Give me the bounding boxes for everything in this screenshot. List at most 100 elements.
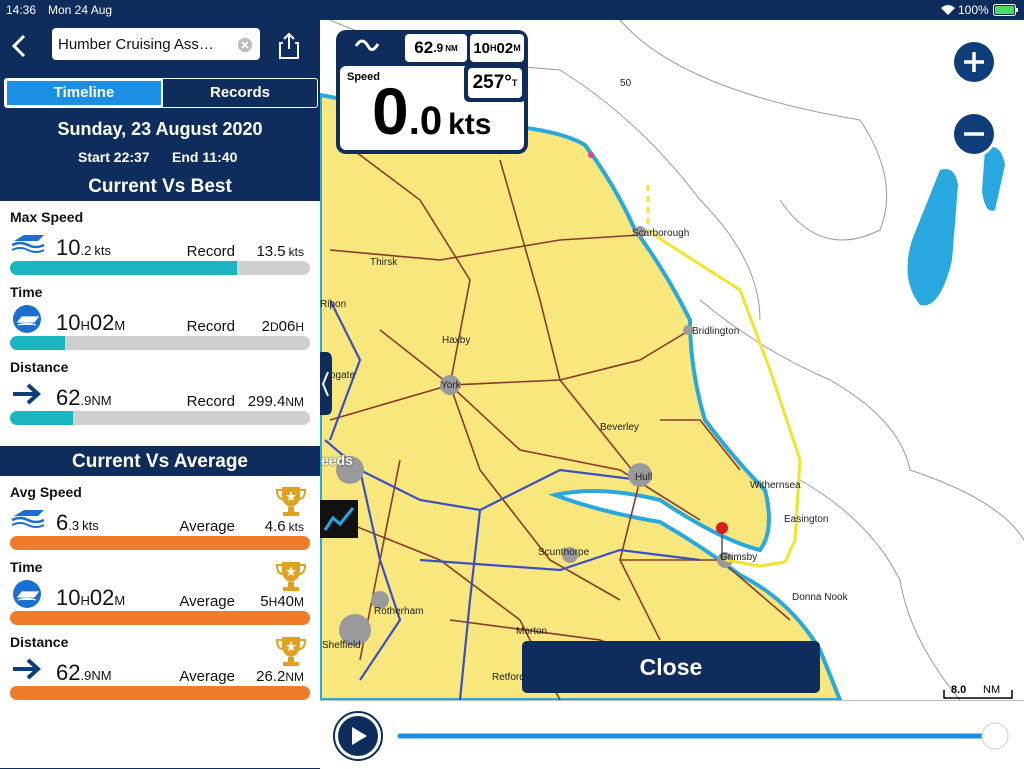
map-label: Donna Nook — [792, 592, 848, 603]
value-part: 02 — [89, 310, 115, 335]
map-label: Beverley — [600, 422, 639, 433]
compare-part: 40 — [277, 593, 294, 610]
metric-label: Max Speed — [10, 209, 84, 225]
search-field[interactable]: Humber Cruising Ass… — [52, 28, 260, 60]
duration-display: 10 H 02 M — [470, 34, 524, 62]
trophy-icon — [274, 635, 308, 667]
compare-part: 2 — [261, 318, 270, 335]
tab-records[interactable]: Records — [209, 84, 271, 101]
map-label: Rotherham — [374, 606, 424, 617]
progress-fill — [10, 261, 237, 275]
compare-part: 299.4 — [247, 393, 286, 410]
chart-map[interactable]: 62.9 NM 10 H 02 M 257° T Speed 0.0 kts Close 8… — [320, 20, 1024, 700]
map-label: Easington — [784, 514, 829, 525]
compare-value: 5 H 40 M — [260, 593, 304, 610]
side-panel: Humber Cruising Ass… Timeline Records Su… — [0, 20, 320, 768]
best-title: Current Vs Best — [88, 176, 232, 197]
compare-part: H — [268, 595, 278, 609]
compare-value: 26.2 NM — [256, 668, 304, 685]
map-label: ogate — [330, 370, 356, 381]
compare-part: 13.5 — [256, 243, 286, 260]
compare-label: Record — [186, 318, 235, 335]
speed-int: 0 — [372, 74, 409, 148]
duration-h: H — [490, 43, 497, 53]
compare-value: 13.5 kts — [256, 243, 304, 260]
compare-part: kts — [288, 520, 304, 534]
map-label: York — [441, 380, 461, 391]
progress-bar — [10, 536, 310, 550]
metric-label: Time — [10, 559, 43, 575]
progress-fill — [10, 536, 310, 550]
progress-bar — [10, 611, 310, 625]
metric-icon-graphic — [13, 658, 41, 680]
compare-label: Average — [179, 668, 235, 685]
value-part: kts — [82, 518, 99, 533]
value-part: 10 — [56, 585, 81, 610]
value-part: 62 — [56, 385, 81, 410]
close-button[interactable]: Close — [522, 641, 820, 693]
compare-part: 5 — [260, 593, 269, 610]
map-label: Grimsby — [720, 552, 758, 563]
back-button[interactable] — [10, 34, 28, 58]
map-label: Sheffield — [322, 640, 361, 651]
playback-bar — [320, 700, 1024, 769]
compare-label: Average — [179, 518, 235, 535]
trophy-graphic — [275, 562, 307, 591]
share-button[interactable] — [278, 32, 300, 60]
tab-bar: Timeline Records — [4, 78, 318, 108]
distance-unit: NM — [445, 43, 458, 53]
trip-start: Start 22:37 — [78, 149, 150, 165]
trophy-icon — [274, 485, 308, 517]
tab-timeline[interactable]: Timeline — [5, 79, 163, 107]
value-part: M — [114, 593, 126, 608]
compare-part: NM — [285, 670, 304, 684]
slider-knob[interactable] — [981, 722, 1009, 750]
value-part: NM — [91, 668, 112, 683]
clear-button[interactable] — [238, 38, 252, 52]
map-label: Scunthorpe — [538, 547, 590, 558]
metric-icon — [10, 379, 46, 409]
distance-int: 62 — [414, 38, 434, 57]
scale-unit: NM — [983, 684, 1001, 696]
value-part: H — [80, 318, 90, 333]
compare-value: 299.4 NM — [248, 393, 304, 410]
compare-part: H — [295, 320, 304, 334]
value-part: .3 — [68, 518, 80, 533]
metric-icon-graphic — [11, 510, 45, 528]
metric-value: 6.3 kts — [56, 510, 99, 536]
heading-display: 257° T — [468, 68, 522, 98]
average-title: Current Vs Average — [72, 451, 248, 472]
play-icon — [352, 727, 367, 745]
value-part: H — [80, 593, 90, 608]
metric-icon-graphic — [13, 383, 41, 405]
progress-bar — [10, 411, 310, 425]
map-label: Withernsea — [750, 480, 801, 491]
metric-icon-graphic — [13, 580, 41, 608]
duration-m: M — [513, 43, 521, 53]
compare-part: 26.2 — [256, 668, 286, 685]
metric-value: 10 H 02 M — [56, 310, 125, 336]
compare-value: 4.6 kts — [265, 518, 304, 535]
progress-bar — [10, 261, 310, 275]
duration-hours: 10 — [473, 39, 490, 57]
progress-bar — [10, 686, 310, 700]
heading-ref: T — [511, 78, 518, 88]
battery-label: 100% — [958, 3, 989, 17]
compare-value: 2 D 06 H — [262, 318, 304, 335]
distance-frac: .9 — [433, 41, 444, 55]
value-part: 6 — [56, 510, 69, 535]
compare-part: 4.6 — [264, 518, 286, 535]
map-label: Hull — [635, 472, 653, 483]
distance-display: 62.9 NM — [405, 34, 467, 62]
value-part: 02 — [89, 585, 115, 610]
metric-icon — [10, 579, 46, 609]
progress-bar — [10, 336, 310, 350]
compare-part: NM — [285, 395, 304, 409]
value-part: 10 — [56, 310, 81, 335]
metric-icon-graphic — [11, 235, 45, 253]
value-part: 62 — [56, 660, 81, 685]
map-label: Morton — [516, 626, 548, 637]
metric-label: Avg Speed — [10, 484, 82, 500]
progress-fill — [10, 686, 310, 700]
